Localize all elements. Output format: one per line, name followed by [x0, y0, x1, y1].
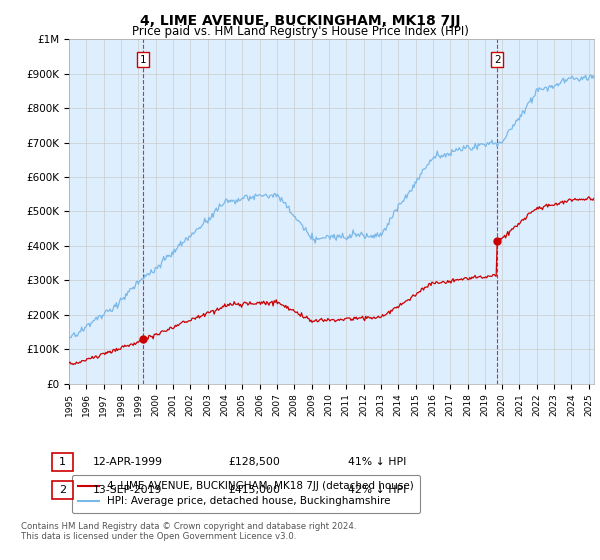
Text: £128,500: £128,500 — [228, 457, 280, 467]
Text: 2: 2 — [59, 485, 66, 495]
Legend: 4, LIME AVENUE, BUCKINGHAM, MK18 7JJ (detached house), HPI: Average price, detac: 4, LIME AVENUE, BUCKINGHAM, MK18 7JJ (de… — [71, 475, 420, 513]
Text: 4, LIME AVENUE, BUCKINGHAM, MK18 7JJ: 4, LIME AVENUE, BUCKINGHAM, MK18 7JJ — [140, 14, 460, 28]
Text: 13-SEP-2019: 13-SEP-2019 — [93, 485, 163, 495]
Text: Contains HM Land Registry data © Crown copyright and database right 2024.
This d: Contains HM Land Registry data © Crown c… — [21, 522, 356, 542]
Text: £415,000: £415,000 — [228, 485, 280, 495]
FancyBboxPatch shape — [52, 453, 73, 471]
Text: 41% ↓ HPI: 41% ↓ HPI — [348, 457, 406, 467]
Text: Price paid vs. HM Land Registry's House Price Index (HPI): Price paid vs. HM Land Registry's House … — [131, 25, 469, 38]
Text: 2: 2 — [494, 55, 500, 65]
Text: 1: 1 — [59, 457, 66, 467]
Text: 12-APR-1999: 12-APR-1999 — [93, 457, 163, 467]
Text: 42% ↓ HPI: 42% ↓ HPI — [348, 485, 406, 495]
FancyBboxPatch shape — [52, 481, 73, 499]
Text: 1: 1 — [140, 55, 146, 65]
